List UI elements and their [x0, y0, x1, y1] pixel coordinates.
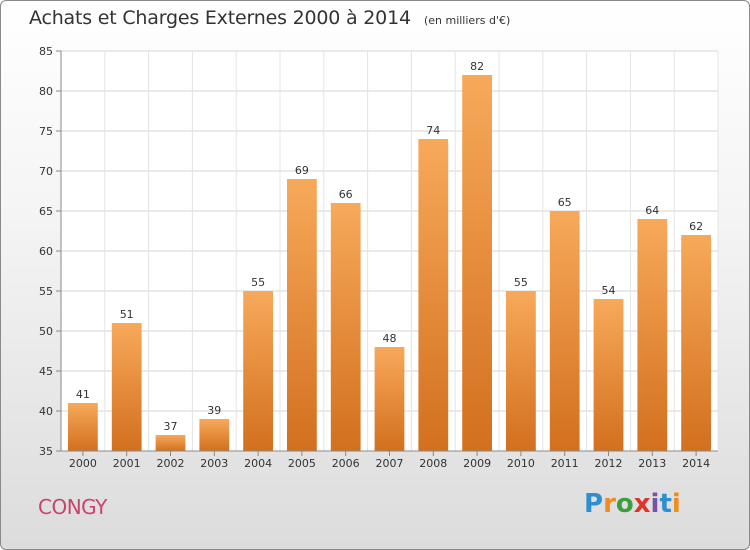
data-label: 69 [295, 164, 309, 177]
y-tick-label: 75 [39, 125, 53, 138]
x-tick-label: 2009 [463, 457, 491, 470]
bar [287, 179, 317, 451]
x-tick-label: 2001 [113, 457, 141, 470]
bar [549, 211, 580, 451]
y-tick-label: 45 [39, 365, 53, 378]
data-label: 54 [602, 284, 616, 297]
bar [506, 291, 536, 451]
data-label: 66 [339, 188, 353, 201]
bar [199, 419, 230, 451]
data-label: 39 [207, 404, 221, 417]
data-label: 55 [514, 276, 528, 289]
bar [681, 235, 711, 451]
y-tick-label: 55 [39, 285, 53, 298]
bar [330, 203, 361, 451]
data-label: 48 [383, 332, 397, 345]
y-tick-label: 80 [39, 85, 53, 98]
x-tick-label: 2007 [376, 457, 404, 470]
x-tick-label: 2011 [551, 457, 579, 470]
data-label: 74 [426, 124, 440, 137]
x-tick-label: 2002 [157, 457, 185, 470]
x-tick-label: 2003 [200, 457, 228, 470]
y-tick-label: 50 [39, 325, 53, 338]
y-tick-label: 65 [39, 205, 53, 218]
bar [593, 299, 624, 451]
chart-subtitle: (en milliers d'€) [423, 14, 511, 27]
bar [418, 139, 449, 451]
logo-letter: o [615, 489, 634, 519]
x-tick-label: 2010 [507, 457, 535, 470]
logo-letter: P [584, 489, 604, 519]
bar [243, 291, 273, 451]
logo-letter: r [603, 489, 616, 519]
x-tick-label: 2013 [638, 457, 666, 470]
bar [111, 323, 142, 451]
bar [637, 219, 668, 451]
logo-letter: i [671, 489, 681, 519]
logo-letter: t [659, 489, 672, 519]
bar [462, 75, 492, 451]
x-tick-label: 2006 [332, 457, 360, 470]
logo-letter: x [633, 489, 651, 519]
data-label: 82 [470, 60, 484, 73]
x-tick-label: 2000 [69, 457, 97, 470]
data-label: 41 [76, 388, 90, 401]
data-label: 64 [645, 204, 659, 217]
bar [68, 403, 98, 451]
y-tick-label: 60 [39, 245, 53, 258]
y-tick-label: 85 [39, 45, 53, 58]
title-row: Achats et Charges Externes 2000 à 2014 (… [29, 7, 510, 29]
bars: 41 51 37 39 55 69 66 48 74 82 55 65 54 64 62 [68, 60, 711, 451]
data-label: 37 [164, 420, 178, 433]
axes: 35 40 45 50 55 60 65 70 75 80 85 2000 2001 2002 2003 20… [39, 45, 718, 470]
commune-name: CONGY [38, 495, 107, 519]
bar [374, 347, 405, 451]
proxiti-logo[interactable]: Proxiti [584, 489, 681, 519]
bar [155, 435, 186, 451]
logo-letter: i [650, 489, 660, 519]
x-tick-label: 2008 [419, 457, 447, 470]
data-label: 65 [558, 196, 572, 209]
data-label: 62 [689, 220, 703, 233]
x-tick-label: 2014 [682, 457, 710, 470]
data-label: 55 [251, 276, 265, 289]
x-tick-label: 2005 [288, 457, 316, 470]
x-tick-label: 2004 [244, 457, 272, 470]
x-tick-label: 2012 [595, 457, 623, 470]
data-label: 51 [120, 308, 134, 321]
y-tick-label: 35 [39, 445, 53, 458]
chart-title: Achats et Charges Externes 2000 à 2014 [29, 7, 411, 29]
y-tick-label: 70 [39, 165, 53, 178]
y-tick-label: 40 [39, 405, 53, 418]
